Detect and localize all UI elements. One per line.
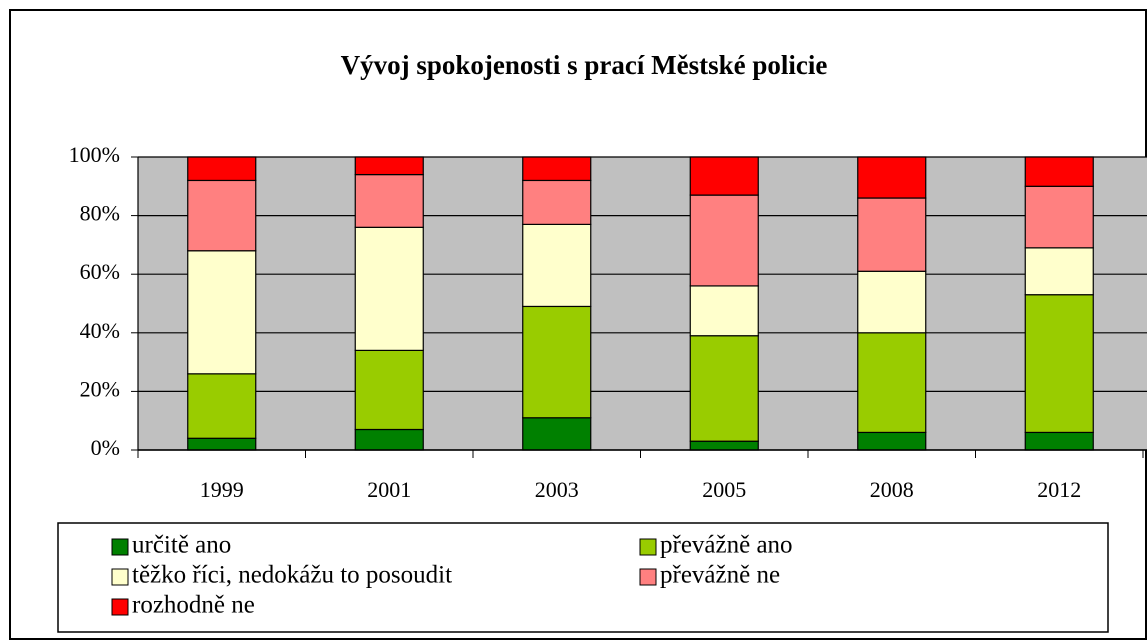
bar-segment [187,437,257,451]
x-tick-label: 1999 [200,477,244,502]
bar-segment [187,156,257,182]
bar-segment [354,428,424,451]
legend-swatch [639,538,657,556]
y-tick-label: 100% [69,142,120,167]
bar-segment [689,440,759,451]
bar-segment [1024,294,1094,434]
bar-segment [857,197,927,272]
bar-segment [689,335,759,442]
bar-segment [1024,247,1094,296]
x-tick-label: 2008 [870,477,914,502]
bar-segment [187,373,257,439]
bar-segment [522,179,592,225]
x-tick-label: 2001 [367,477,411,502]
x-tick-label: 2005 [702,477,746,502]
legend-label: převážně ano [660,532,793,559]
bar-segment [354,226,424,351]
bar-segment [857,431,927,451]
bar-segment [689,156,759,196]
legend-label: převážně ne [660,562,780,589]
bar-segment [1024,431,1094,451]
bar-segment [522,156,592,182]
x-tick-label: 2012 [1037,477,1081,502]
bar-segment [857,156,927,199]
legend-label: určitě ano [132,532,231,559]
y-tick-label: 0% [91,435,120,460]
bar-segment [1024,185,1094,249]
bar-segment [1024,156,1094,187]
legend-swatch [111,538,129,556]
y-tick-label: 40% [80,318,120,343]
legend-label: těžko říci, nedokážu to posoudit [132,562,452,589]
bar-segment [187,250,257,375]
bar-segment [857,332,927,434]
bar-segment [354,173,424,228]
legend-swatch [111,598,129,616]
bar-segment [187,179,257,252]
bar-segment [354,349,424,431]
legend-swatch [111,568,129,586]
bar-segment [522,417,592,451]
bar-segment [857,270,927,334]
x-tick-label: 2003 [535,477,579,502]
y-tick-label: 80% [80,201,120,226]
y-tick-label: 20% [80,376,120,401]
plot-area [138,157,1147,450]
bar-segment [522,223,592,308]
bar-segment [522,305,592,419]
bar-segment [689,194,759,287]
y-tick-label: 60% [80,259,120,284]
bar-segment [354,156,424,176]
legend-swatch [639,568,657,586]
legend [57,522,1109,633]
bar-segment [689,285,759,337]
legend-label: rozhodně ne [132,592,255,619]
chart-title: Vývoj spokojenosti s prací Městské polic… [341,50,828,80]
